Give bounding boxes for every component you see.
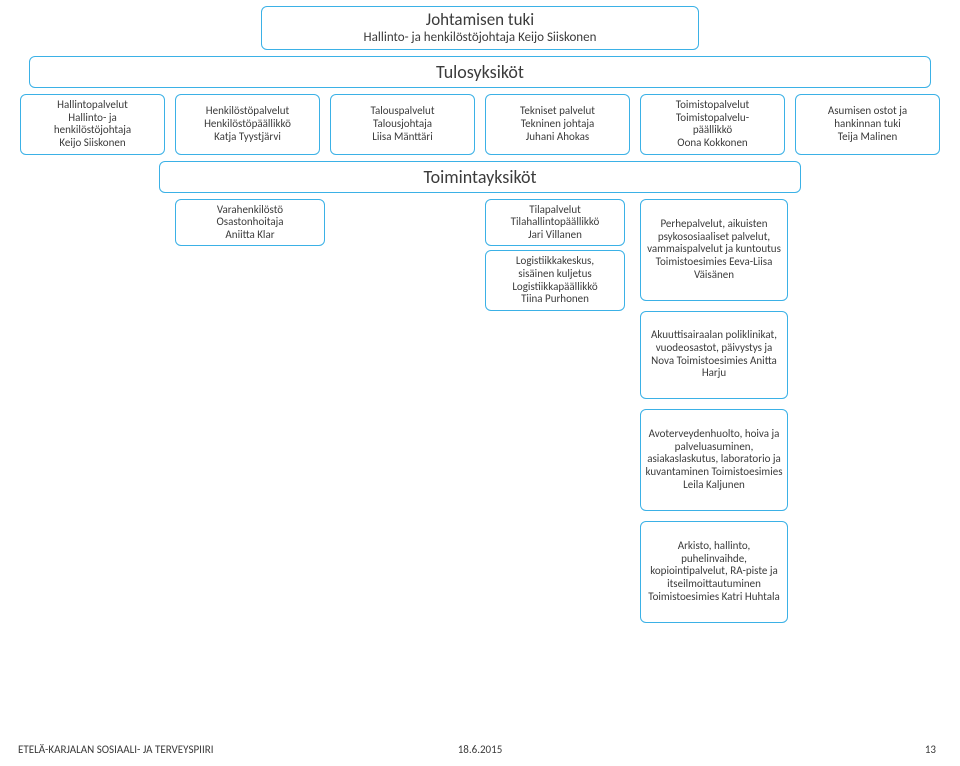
cell-talouspalvelut: Talouspalvelut Talousjohtaja Liisa Mäntt… xyxy=(330,94,475,155)
footer-center: 18.6.2015 xyxy=(458,743,503,756)
col-toimisto: Perhepalvelut, aikuisten psykososiaalise… xyxy=(640,199,788,623)
cell-tekniset-palvelut: Tekniset palvelut Tekninen johtaja Juhan… xyxy=(485,94,630,155)
cell-hallintopalvelut: Hallintopalvelut Hallinto- ja henkilöstö… xyxy=(20,94,165,155)
title-line1: Johtamisen tuki xyxy=(270,10,690,30)
footer-left: ETELÄ-KARJALAN SOSIAALI- JA TERVEYSPIIRI xyxy=(18,743,213,756)
cell-perhepalvelut: Perhepalvelut, aikuisten psykososiaalise… xyxy=(640,199,788,301)
section-tulosyksikot: Tulosyksiköt xyxy=(29,56,931,88)
cell-arkisto: Arkisto, hallinto, puhelinvaihde, kopioi… xyxy=(640,521,788,623)
cell-toimistopalvelut: Toimistopalvelut Toimistopalvelu- päälli… xyxy=(640,94,785,155)
section-toimintayksikot: Toimintayksiköt xyxy=(159,161,801,193)
cell-akuuttisairaala: Akuuttisairaalan poliklinikat, vuodeosas… xyxy=(640,311,788,399)
title-line2: Hallinto- ja henkilöstöjohtaja Keijo Sii… xyxy=(270,30,690,46)
cell-varahenkilosto: Varahenkilöstö Osastonhoitaja Aniitta Kl… xyxy=(175,199,325,247)
row-tulosyksikot: Hallintopalvelut Hallinto- ja henkilöstö… xyxy=(0,94,960,155)
footer-right: 13 xyxy=(925,743,936,756)
row-toimintayksikot: Varahenkilöstö Osastonhoitaja Aniitta Kl… xyxy=(0,199,960,719)
cell-asumisen-ostot: Asumisen ostot ja hankinnan tuki Teija M… xyxy=(795,94,940,155)
cell-henkilostopalvelut: Henkilöstöpalvelut Henkilöstöpäällikkö K… xyxy=(175,94,320,155)
cell-tilapalvelut: Tilapalvelut Tilahallintopäällikkö Jari … xyxy=(485,199,625,247)
col-tekniset: Tilapalvelut Tilahallintopäällikkö Jari … xyxy=(485,199,625,311)
header-block: Johtamisen tuki Hallinto- ja henkilöstöj… xyxy=(261,6,699,50)
cell-logistiikka: Logistiikkakeskus, sisäinen kuljetus Log… xyxy=(485,250,625,311)
cell-avoterveydenhuolto: Avoterveydenhuolto, hoiva ja palveluasum… xyxy=(640,409,788,511)
